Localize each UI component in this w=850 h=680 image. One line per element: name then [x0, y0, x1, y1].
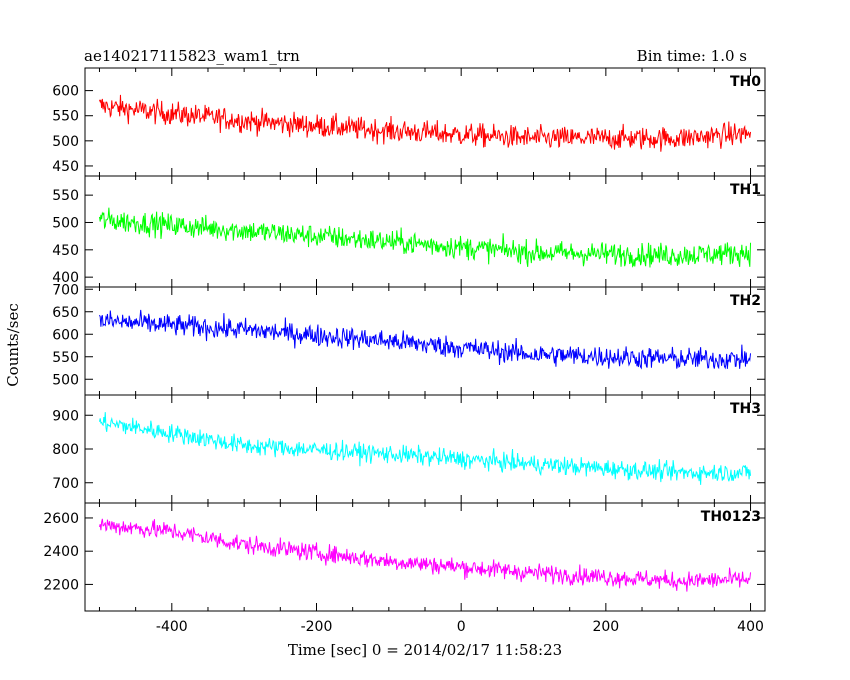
x-tick-label: 400: [737, 619, 764, 635]
y-tick-label: 500: [52, 372, 79, 388]
panel-th0123: 2200 2400 2600 TH0123: [43, 502, 766, 612]
panel-label-th1: TH1: [730, 182, 761, 198]
y-tick-label: 2400: [43, 544, 79, 560]
y-tick-label: 800: [52, 442, 79, 458]
y-tick-label: 550: [52, 188, 79, 204]
panel-label-th0123: TH0123: [701, 509, 761, 525]
panel-label-th3: TH3: [730, 401, 761, 417]
x-axis-label: Time [sec] 0 = 2014/02/17 11:58:23: [288, 641, 562, 659]
panel-th0: 450 500 550 600 TH0: [52, 67, 766, 177]
y-tick-label: 650: [52, 305, 79, 321]
panel-th3: 700 800 900 TH3: [52, 394, 766, 504]
panel-th1: 400 450 500 550 TH1: [52, 175, 766, 288]
series-line-th0: [99, 94, 752, 152]
y-tick-label: 500: [52, 134, 79, 150]
y-tick-label: 600: [52, 327, 79, 343]
y-tick-label: 2600: [43, 511, 79, 527]
panel-frame: [84, 394, 766, 504]
panel-label-th0: TH0: [730, 74, 761, 90]
y-tick-label: 600: [52, 84, 79, 100]
panel-frame: [84, 286, 766, 396]
x-tick-label: 200: [592, 619, 619, 635]
y-tick-label: 900: [52, 408, 79, 424]
y-tick-label: 500: [52, 215, 79, 231]
x-axis: -400 -200 0 200 400: [156, 619, 764, 635]
panel-frame: [84, 502, 766, 612]
y-tick-label: 550: [52, 350, 79, 366]
x-tick-label: -200: [301, 619, 333, 635]
chart-title: ae140217115823_wam1_trn: [84, 47, 300, 65]
series-line-th0123: [98, 518, 752, 592]
panel-th2: 500 550 600 650 700 TH2: [52, 282, 766, 396]
y-tick-label: 700: [52, 282, 79, 298]
x-tick-label: 0: [457, 619, 466, 635]
y-axis-label: Counts/sec: [4, 303, 22, 387]
panels-group: 450 500 550 600 TH0 400 450 500 550 TH1 500 550 600 6…: [43, 67, 766, 612]
bin-time-label: Bin time: 1.0 s: [637, 47, 747, 65]
series-line-th1: [98, 207, 752, 268]
x-tick-label: -400: [156, 619, 188, 635]
series-line-th2: [99, 309, 752, 370]
y-tick-label: 450: [52, 159, 79, 175]
series-line-th3: [98, 412, 752, 485]
y-tick-label: 700: [52, 476, 79, 492]
y-tick-label: 450: [52, 243, 79, 259]
y-tick-label: 400: [52, 270, 79, 286]
panel-label-th2: TH2: [730, 293, 761, 309]
y-tick-label: 550: [52, 109, 79, 125]
y-tick-label: 2200: [43, 577, 79, 593]
